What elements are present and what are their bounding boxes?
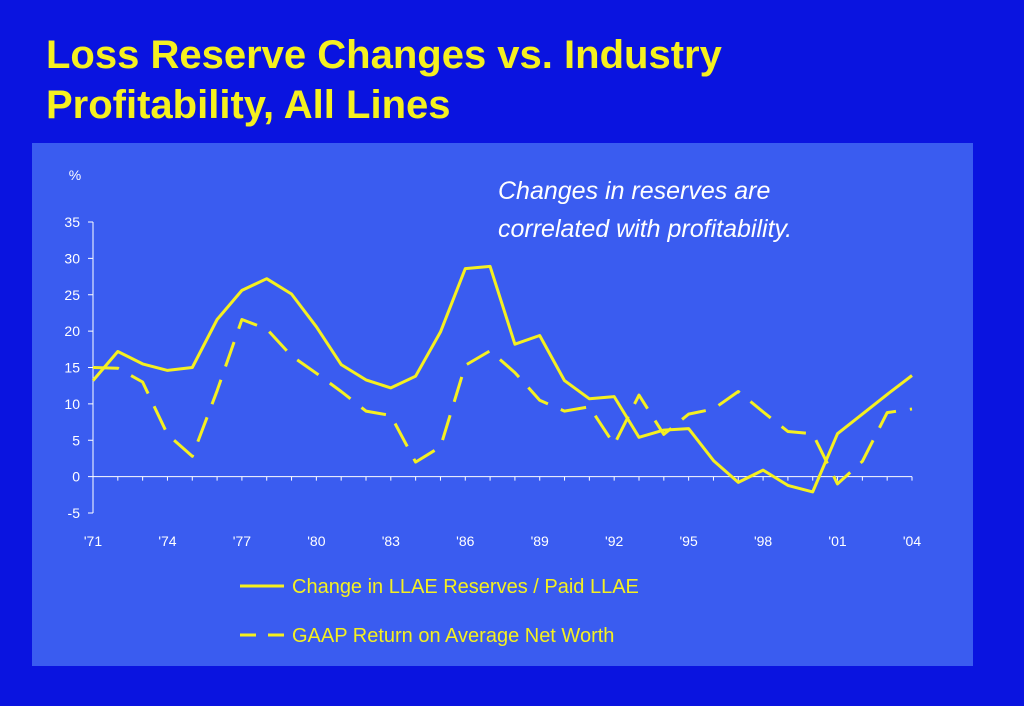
legend-label-1: Change in LLAE Reserves / Paid LLAE: [292, 576, 639, 598]
y-tick-label: 0: [72, 469, 80, 485]
y-tick-label: 15: [64, 360, 80, 376]
x-tick-label: '86: [456, 533, 474, 549]
slide-title: Loss Reserve Changes vs. Industry Profit…: [46, 30, 946, 130]
y-tick-label: 25: [64, 287, 80, 303]
x-tick-label: '95: [680, 533, 698, 549]
chart-annotation: Changes in reserves are correlated with …: [498, 172, 968, 248]
x-tick-label: '74: [158, 533, 176, 549]
x-tick-label: '83: [382, 533, 400, 549]
title-line-2: Profitability, All Lines: [46, 83, 451, 127]
series-line-2: [92, 318, 913, 486]
y-tick-label: 10: [64, 396, 80, 412]
x-tick-label: '80: [307, 533, 325, 549]
annotation-line-2: correlated with profitability.: [498, 215, 793, 243]
x-tick-label: '01: [828, 533, 846, 549]
annotation-line-1: Changes in reserves are: [498, 177, 771, 205]
chart-axes: 35 30 25 20 15 10 5 0 -5% '71 '74 '77 '80 '83 '86 '89 '9…: [64, 167, 921, 549]
title-line-1: Loss Reserve Changes vs. Industry: [46, 33, 722, 77]
chart-plot: [91, 264, 913, 494]
x-tick-label: '77: [233, 533, 251, 549]
chart-legend: Change in LLAE Reserves / Paid LLAE GAAP …: [240, 576, 639, 647]
y-tick-label: 20: [64, 323, 80, 339]
y-tick-label: 35: [64, 214, 80, 230]
x-tick-label: '89: [531, 533, 549, 549]
chart-panel: [32, 143, 973, 666]
x-tick-label: '92: [605, 533, 623, 549]
y-tick-label: 5: [72, 432, 80, 448]
y-tick-label: 30: [64, 250, 80, 266]
y-tick-label: -5: [68, 505, 81, 521]
series-line-1: [91, 264, 913, 494]
x-tick-label: '04: [903, 533, 921, 549]
x-tick-label: '71: [84, 533, 102, 549]
y-axis-label: %: [69, 167, 81, 183]
x-tick-label: '98: [754, 533, 772, 549]
legend-label-2: GAAP Return on Average Net Worth: [292, 625, 614, 647]
